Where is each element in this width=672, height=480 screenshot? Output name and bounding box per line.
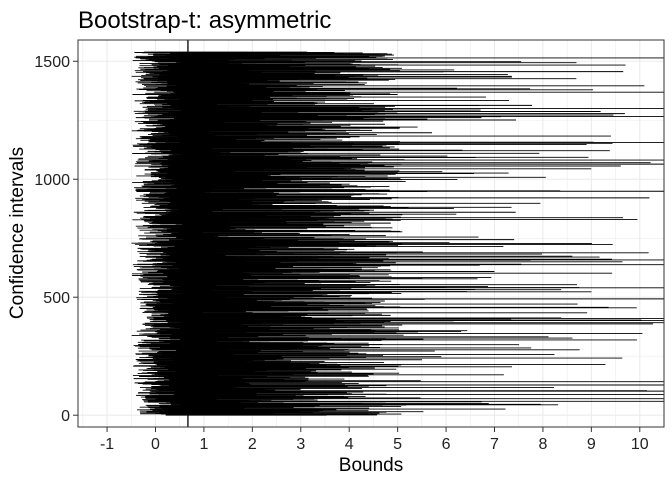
panel-border [77, 39, 665, 428]
x-tick-label: 1 [199, 436, 208, 453]
y-axis-label: Confidence intervals [7, 147, 28, 319]
x-tick-label: 5 [393, 436, 402, 453]
x-tick-label: -1 [100, 436, 114, 453]
y-tick-label: 0 [61, 408, 70, 425]
x-axis: -1 0 1 2 3 4 5 6 7 8 9 10 [100, 427, 649, 453]
y-axis: 0 500 1000 1500 [34, 54, 78, 425]
chart-title: Bootstrap-t: asymmetric [78, 7, 331, 34]
x-tick-label: 0 [151, 436, 160, 453]
y-tick-label: 1000 [34, 172, 70, 189]
y-tick-label: 500 [43, 290, 70, 307]
x-tick-label: 4 [345, 436, 354, 453]
x-tick-label: 6 [442, 436, 451, 453]
x-tick-label: 9 [587, 436, 596, 453]
y-tick-label: 1500 [34, 54, 70, 71]
x-tick-label: 2 [248, 436, 257, 453]
x-tick-label: 3 [296, 436, 305, 453]
x-tick-label: 8 [538, 436, 547, 453]
x-tick-label: 10 [631, 436, 649, 453]
x-axis-label: Bounds [339, 455, 403, 476]
x-tick-label: 7 [490, 436, 499, 453]
